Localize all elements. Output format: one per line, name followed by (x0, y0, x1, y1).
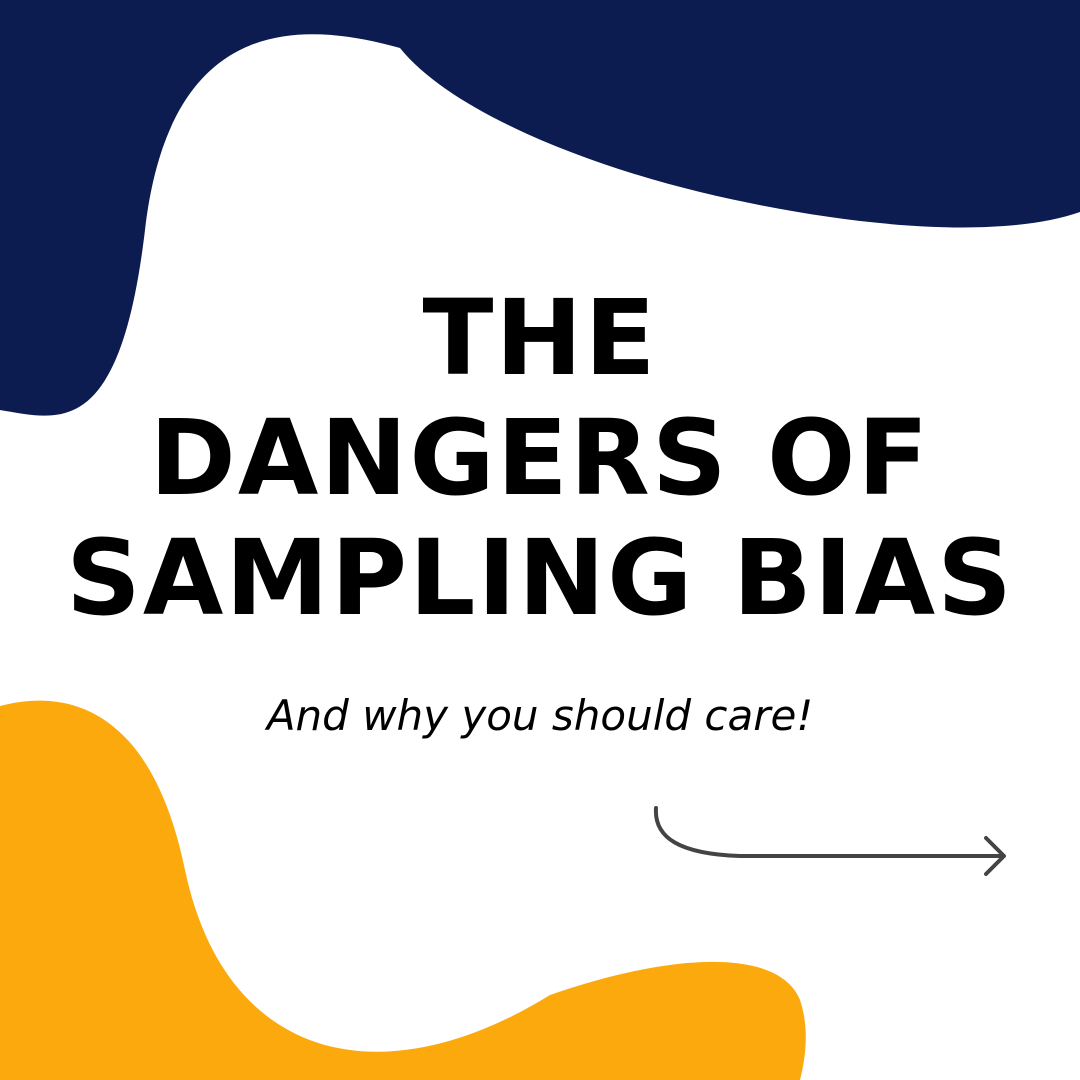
title-line: THE (422, 277, 658, 399)
page-title: THE DANGERS OF SAMPLING BIAS (0, 278, 1080, 638)
title-line: SAMPLING BIAS (65, 517, 1015, 639)
curved-arrow-right-icon (653, 806, 1006, 876)
title-line: DANGERS OF (149, 397, 931, 519)
navy-blob-shape (0, 0, 1080, 416)
orange-blob-shape (0, 700, 806, 1080)
subtitle: And why you should care! (266, 691, 814, 740)
